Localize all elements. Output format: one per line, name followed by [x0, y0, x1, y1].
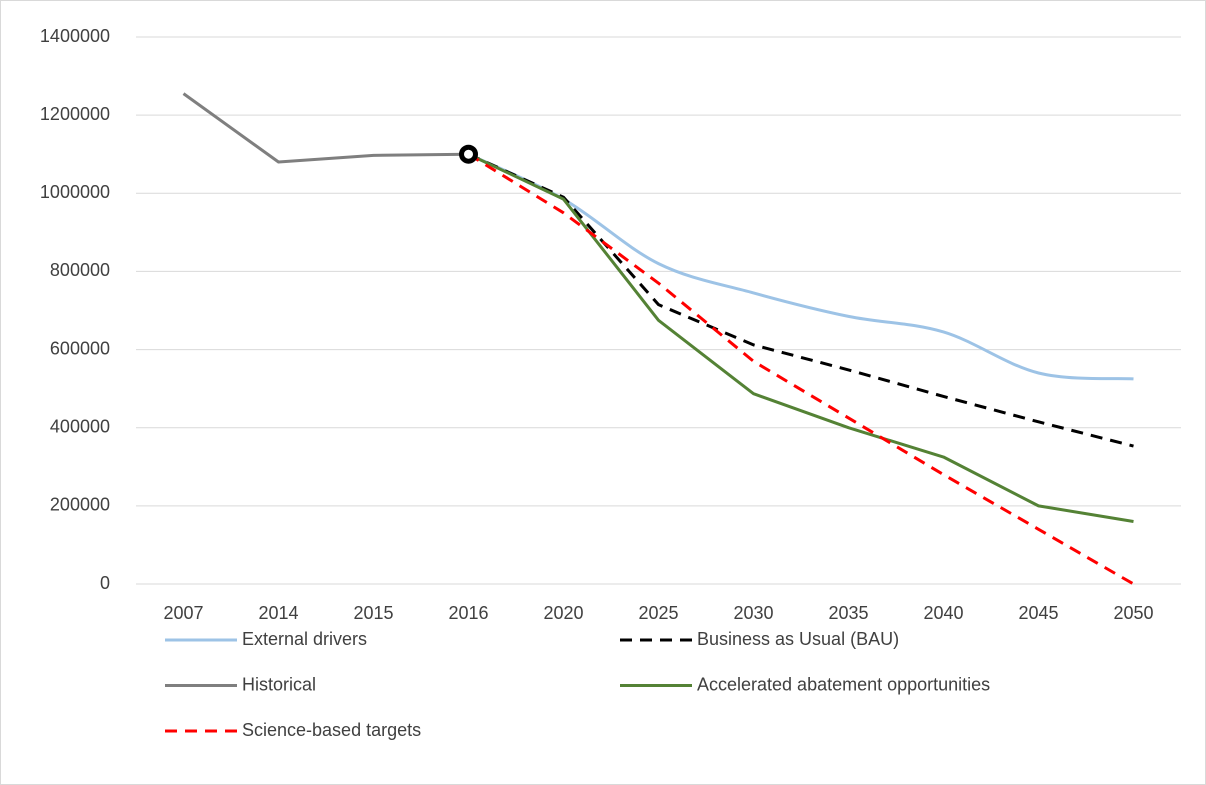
point-marker — [459, 144, 478, 164]
series-line — [467, 152, 1134, 448]
x-tick-label: 2025 — [638, 603, 678, 623]
series-line — [467, 152, 1134, 381]
legend-label: Science-based targets — [242, 720, 421, 740]
x-tick-label: 2030 — [733, 603, 773, 623]
y-tick-label: 200000 — [50, 495, 110, 515]
x-tick-label: 2014 — [258, 603, 298, 623]
x-tick-label: 2007 — [163, 603, 203, 623]
y-tick-label: 1200000 — [40, 104, 110, 124]
legend-label: Historical — [242, 674, 316, 694]
y-tick-label: 400000 — [50, 416, 110, 436]
x-tick-label: 2016 — [448, 603, 488, 623]
x-tick-label: 2015 — [353, 603, 393, 623]
y-tick-label: 1400000 — [40, 26, 110, 46]
x-tick-label: 2050 — [1113, 603, 1153, 623]
x-tick-label: 2020 — [543, 603, 583, 623]
y-tick-label: 0 — [100, 573, 110, 593]
series-line — [467, 152, 1135, 586]
legend-label: Business as Usual (BAU) — [697, 629, 899, 649]
legend-label: External drivers — [242, 629, 367, 649]
y-tick-label: 600000 — [50, 338, 110, 358]
x-tick-label: 2035 — [828, 603, 868, 623]
series-line — [182, 92, 469, 164]
y-tick-label: 800000 — [50, 260, 110, 280]
legend-label: Accelerated abatement opportunities — [697, 674, 990, 694]
x-tick-label: 2045 — [1018, 603, 1058, 623]
y-tick-label: 1000000 — [40, 182, 110, 202]
series-line — [467, 152, 1134, 523]
x-tick-label: 2040 — [923, 603, 963, 623]
